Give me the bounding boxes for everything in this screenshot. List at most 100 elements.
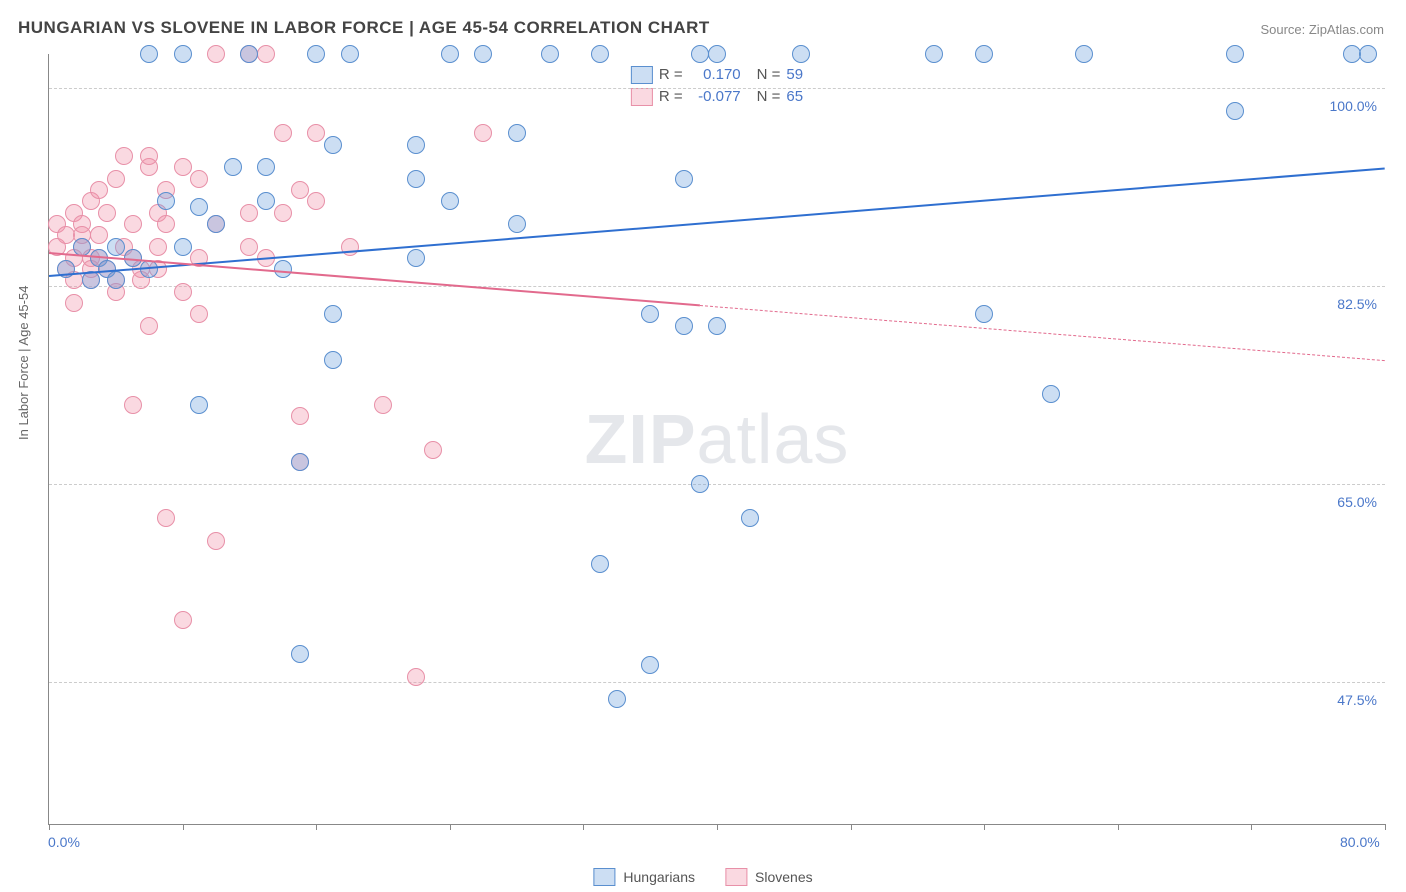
slovene-point	[207, 45, 225, 63]
slovene-point	[90, 181, 108, 199]
x-tick	[1251, 824, 1252, 830]
x-tick	[851, 824, 852, 830]
hungarian-point	[257, 158, 275, 176]
bottom-legend-item: Slovenes	[725, 868, 813, 886]
slovene-trend-extrapolated	[700, 305, 1385, 361]
hungarian-point	[274, 260, 292, 278]
hungarian-point	[691, 45, 709, 63]
legend-swatch	[593, 868, 615, 886]
legend-n-value: 59	[786, 64, 803, 86]
x-tick	[49, 824, 50, 830]
hungarian-point	[240, 45, 258, 63]
legend-n-label: N =	[757, 86, 781, 108]
x-tick	[984, 824, 985, 830]
hungarian-point	[324, 305, 342, 323]
slovene-point	[140, 147, 158, 165]
watermark: ZIPatlas	[585, 399, 850, 479]
slovene-point	[149, 238, 167, 256]
legend-r-value: 0.170	[689, 64, 741, 86]
hungarian-point	[190, 396, 208, 414]
hungarian-point	[608, 690, 626, 708]
gridline	[49, 88, 1385, 89]
slovene-point	[240, 238, 258, 256]
watermark-zip: ZIP	[585, 400, 697, 478]
hungarian-point	[140, 45, 158, 63]
hungarian-point	[157, 192, 175, 210]
slovene-point	[140, 317, 158, 335]
slovene-point	[124, 396, 142, 414]
hungarian-point	[174, 238, 192, 256]
y-axis-title: In Labor Force | Age 45-54	[16, 286, 31, 440]
hungarian-point	[307, 45, 325, 63]
legend-r-label: R =	[659, 86, 683, 108]
legend-row: R =-0.077N =65	[631, 86, 803, 108]
hungarian-point	[174, 45, 192, 63]
hungarian-point	[1075, 45, 1093, 63]
slovene-point	[98, 204, 116, 222]
legend-label: Hungarians	[623, 869, 695, 885]
slovene-point	[307, 192, 325, 210]
slovene-point	[174, 158, 192, 176]
slovene-point	[190, 170, 208, 188]
y-tick-label: 100.0%	[1330, 98, 1377, 114]
hungarian-point	[675, 170, 693, 188]
chart-plot-area: ZIPatlas R = 0.170 N =59R =-0.077N =65 47.…	[48, 54, 1385, 825]
hungarian-point	[441, 192, 459, 210]
hungarian-trend	[49, 167, 1385, 277]
slovene-point	[107, 170, 125, 188]
hungarian-point	[441, 45, 459, 63]
slovene-point	[57, 226, 75, 244]
hungarian-point	[1226, 45, 1244, 63]
hungarian-point	[82, 271, 100, 289]
hungarian-point	[508, 124, 526, 142]
hungarian-point	[407, 249, 425, 267]
x-axis-min-label: 0.0%	[48, 834, 80, 850]
bottom-legend-item: Hungarians	[593, 868, 695, 886]
hungarian-point	[474, 45, 492, 63]
slovene-point	[307, 124, 325, 142]
hungarian-point	[641, 305, 659, 323]
gridline	[49, 682, 1385, 683]
hungarian-point	[541, 45, 559, 63]
chart-title: HUNGARIAN VS SLOVENE IN LABOR FORCE | AG…	[18, 18, 710, 38]
hungarian-point	[1343, 45, 1361, 63]
slovene-point	[207, 532, 225, 550]
y-tick-label: 47.5%	[1337, 692, 1377, 708]
x-tick	[1118, 824, 1119, 830]
hungarian-point	[324, 136, 342, 154]
hungarian-point	[407, 170, 425, 188]
x-axis-max-label: 80.0%	[1340, 834, 1380, 850]
gridline	[49, 286, 1385, 287]
x-tick	[1385, 824, 1386, 830]
slovene-point	[274, 124, 292, 142]
slovene-point	[124, 215, 142, 233]
slovene-point	[65, 294, 83, 312]
hungarian-point	[73, 238, 91, 256]
legend-swatch	[631, 66, 653, 84]
hungarian-point	[291, 453, 309, 471]
hungarian-point	[1042, 385, 1060, 403]
hungarian-point	[641, 656, 659, 674]
legend-n-label: N =	[757, 64, 781, 86]
gridline	[49, 484, 1385, 485]
legend-swatch	[631, 88, 653, 106]
x-tick	[450, 824, 451, 830]
hungarian-point	[792, 45, 810, 63]
hungarian-point	[741, 509, 759, 527]
hungarian-point	[675, 317, 693, 335]
slovene-point	[407, 668, 425, 686]
hungarian-point	[508, 215, 526, 233]
hungarian-point	[591, 555, 609, 573]
hungarian-point	[925, 45, 943, 63]
hungarian-point	[708, 317, 726, 335]
hungarian-point	[1359, 45, 1377, 63]
source-label: Source: ZipAtlas.com	[1260, 22, 1384, 37]
hungarian-point	[224, 158, 242, 176]
hungarian-point	[207, 215, 225, 233]
hungarian-point	[291, 645, 309, 663]
legend-n-value: 65	[786, 86, 803, 108]
hungarian-point	[691, 475, 709, 493]
slovene-point	[474, 124, 492, 142]
slovene-point	[174, 611, 192, 629]
hungarian-point	[107, 271, 125, 289]
